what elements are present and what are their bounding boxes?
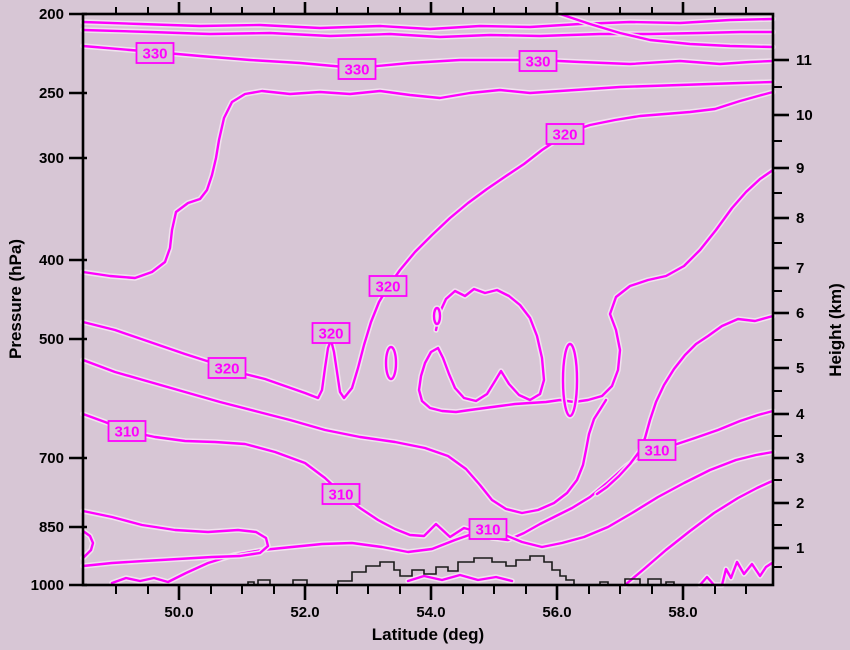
contour-label-box <box>637 439 677 461</box>
contour-label: 330 <box>344 62 369 79</box>
pressure-tick-label: 850 <box>39 519 64 536</box>
contour-line-aux-bottom-frag <box>406 573 514 583</box>
contour-line-320 <box>81 90 775 400</box>
height-tick-label: 2 <box>796 495 804 512</box>
height-tick-label: 4 <box>796 406 805 423</box>
contour-label: 330 <box>142 46 167 63</box>
contour-label-box <box>107 420 147 442</box>
contour-label: 310 <box>114 424 139 441</box>
contour-label-box <box>368 275 408 297</box>
contour-line-aux-315 <box>81 358 608 515</box>
y-left-axis-title: Pressure (hPa) <box>6 239 25 359</box>
height-tick-label: 3 <box>796 450 804 467</box>
x-tick-label: 52.0 <box>290 604 319 621</box>
pressure-tick-label: 700 <box>39 450 64 467</box>
contour-label: 310 <box>475 522 500 539</box>
contour-line-310 <box>81 409 775 542</box>
contour-label-box <box>311 322 351 344</box>
contour-line-aux-right-descender <box>595 314 775 496</box>
contour-line-310-halo <box>80 408 776 543</box>
contour-line-aux-bottom-diag <box>623 479 775 587</box>
contour-line-aux-top-2 <box>81 28 775 39</box>
contour-label: 310 <box>644 443 669 460</box>
contour-label: 320 <box>375 279 400 296</box>
contour-line-c320-fold-hook <box>417 168 775 414</box>
height-tick-label: 11 <box>796 52 812 69</box>
pressure-tick-label: 200 <box>39 6 64 23</box>
contour-line-aux-tongue-850 <box>81 509 270 568</box>
contour-line-aux-tongue-850-halo <box>80 508 271 569</box>
contour-line-310-halo <box>109 449 776 586</box>
pressure-tick-label: 300 <box>39 150 64 167</box>
contour-line-aux-corner-wiggle <box>698 560 775 587</box>
contour-label: 310 <box>328 487 353 504</box>
contour-line-aux-top-1-halo <box>80 16 776 32</box>
contour-label: 320 <box>318 326 343 343</box>
contour-label-box <box>207 357 247 379</box>
contour-label: 320 <box>214 361 239 378</box>
pressure-tick-label: 1000 <box>31 577 64 594</box>
x-tick-label: 58.0 <box>668 604 697 621</box>
contour-label: 330 <box>525 54 550 71</box>
x-tick-label: 56.0 <box>542 604 571 621</box>
x-axis-title: Latitude (deg) <box>372 625 484 644</box>
height-tick-label: 7 <box>796 260 804 277</box>
contour-label-box <box>321 483 361 505</box>
contour-line-aux-axis-arc <box>81 529 95 560</box>
terrain-outline <box>247 555 675 586</box>
height-tick-label: 6 <box>796 305 804 322</box>
contour-line-oval-small-2 <box>561 342 579 418</box>
y-right-axis-title: Height (km) <box>826 283 845 377</box>
contour-line-aux-top-3 <box>558 12 775 49</box>
contour-line-aux-right-descender-halo <box>594 313 776 497</box>
height-tick-label: 5 <box>796 360 804 377</box>
pressure-tick-label: 250 <box>39 85 64 102</box>
contour-line-310 <box>110 450 775 585</box>
pressure-tick-label: 400 <box>39 252 64 269</box>
contour-label-box <box>545 123 585 145</box>
contour-label-box <box>468 518 508 540</box>
height-tick-label: 8 <box>796 210 804 227</box>
height-tick-label: 1 <box>796 540 804 557</box>
contour-label-box <box>337 58 377 80</box>
contour-label: 320 <box>552 127 577 144</box>
contour-line-oval-small-1 <box>384 345 398 381</box>
x-tick-label: 54.0 <box>416 604 445 621</box>
pressure-tick-label: 500 <box>39 331 64 348</box>
height-tick-label: 9 <box>796 160 804 177</box>
contour-line-aux-top-1 <box>81 17 775 31</box>
contour-line-aux-325-fold <box>81 80 775 280</box>
contour-line-330 <box>81 44 775 70</box>
height-tick-label: 10 <box>796 107 813 124</box>
x-tick-label: 50.0 <box>164 604 193 621</box>
contour-label-box <box>135 42 175 64</box>
contour-line-330-halo <box>80 43 776 71</box>
contour-line-oval-small-3 <box>432 306 442 326</box>
contour-label-box <box>518 50 558 72</box>
axis-frame <box>81 12 775 587</box>
